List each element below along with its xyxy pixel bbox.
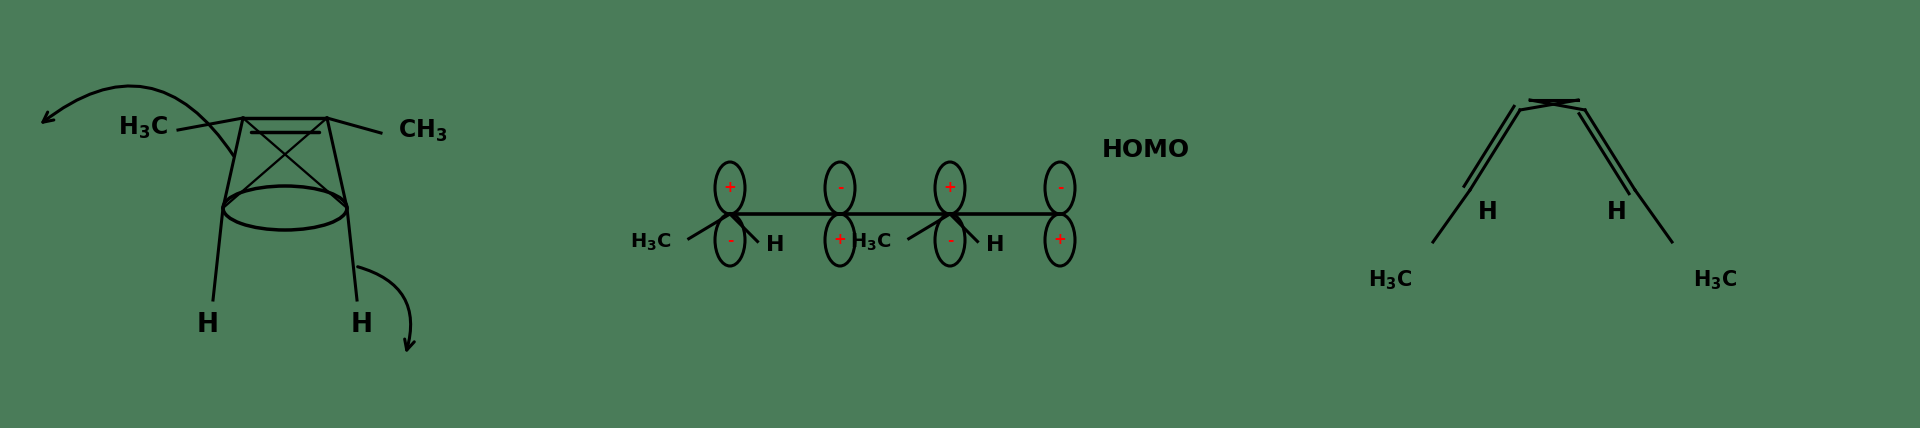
Text: H: H (1607, 200, 1626, 224)
Text: HOMO: HOMO (1102, 138, 1190, 162)
Text: -: - (947, 232, 952, 247)
Text: -: - (1056, 181, 1064, 196)
Text: H: H (766, 235, 785, 256)
Text: H: H (198, 312, 219, 338)
Text: H: H (1478, 200, 1498, 224)
Text: $\mathbf{H_3C}$: $\mathbf{H_3C}$ (851, 232, 891, 253)
Text: $\mathbf{H_3C}$: $\mathbf{H_3C}$ (1693, 268, 1738, 291)
Text: H: H (987, 235, 1004, 256)
Text: +: + (1054, 232, 1066, 247)
Text: +: + (833, 232, 847, 247)
Text: -: - (837, 181, 843, 196)
Text: $\mathbf{H_3C}$: $\mathbf{H_3C}$ (117, 115, 167, 141)
Text: $\mathbf{H_3C}$: $\mathbf{H_3C}$ (1367, 268, 1413, 291)
Text: -: - (728, 232, 733, 247)
Text: +: + (724, 181, 737, 196)
Text: H: H (351, 312, 372, 338)
Text: $\mathbf{H_3C}$: $\mathbf{H_3C}$ (630, 232, 672, 253)
Text: $\mathbf{CH_3}$: $\mathbf{CH_3}$ (397, 118, 447, 144)
Text: +: + (943, 181, 956, 196)
